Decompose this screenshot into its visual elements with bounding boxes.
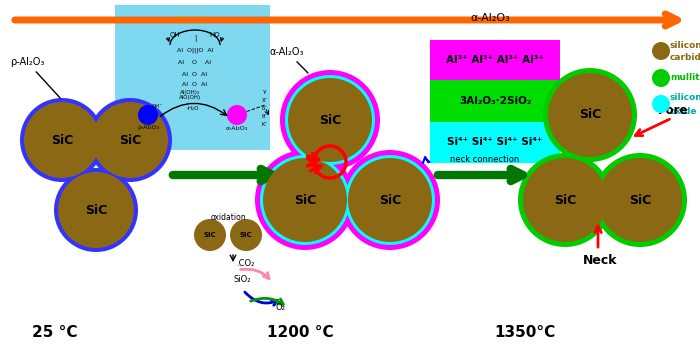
Text: SiC: SiC	[204, 232, 216, 238]
Circle shape	[227, 105, 247, 125]
Text: 3Al₂O₃·2SiO₂: 3Al₂O₃·2SiO₂	[458, 96, 531, 106]
Text: α-Al₂O₃: α-Al₂O₃	[270, 47, 308, 73]
Text: Al  O|||O  Al: Al O|||O Al	[177, 47, 214, 53]
Text: SiC: SiC	[239, 232, 252, 238]
Circle shape	[92, 102, 168, 178]
Text: θ⁻: θ⁻	[262, 114, 268, 119]
Text: HO: HO	[210, 32, 220, 38]
Text: Al  O  Al: Al O Al	[183, 71, 207, 77]
FancyBboxPatch shape	[430, 122, 560, 163]
Text: α-Al₂O₃: α-Al₂O₃	[470, 13, 510, 23]
Text: SiC: SiC	[85, 203, 107, 217]
Circle shape	[88, 98, 172, 182]
Circle shape	[260, 155, 350, 245]
Circle shape	[280, 70, 380, 170]
Text: SiC: SiC	[119, 133, 141, 147]
FancyBboxPatch shape	[430, 40, 560, 80]
Circle shape	[593, 153, 687, 247]
Circle shape	[285, 75, 375, 165]
Text: ρ-Al₂O₃: ρ-Al₂O₃	[137, 126, 159, 131]
Circle shape	[58, 172, 134, 248]
Text: ρ-Al₂O₃: ρ-Al₂O₃	[10, 57, 60, 98]
Text: oxidation: oxidation	[210, 214, 246, 223]
Circle shape	[518, 153, 612, 247]
Text: Al³⁺ Al³⁺ Al³⁺ Al³⁺: Al³⁺ Al³⁺ Al³⁺ Al³⁺	[446, 55, 544, 65]
Text: Y-: Y-	[262, 91, 267, 96]
Text: silicon: silicon	[670, 41, 700, 49]
Text: carbide: carbide	[670, 54, 700, 63]
Circle shape	[24, 102, 100, 178]
Text: OH: OH	[169, 32, 181, 38]
Text: OH⁻: OH⁻	[152, 105, 163, 110]
Circle shape	[543, 68, 637, 162]
Circle shape	[652, 69, 670, 87]
Text: SiC: SiC	[629, 194, 651, 206]
Circle shape	[598, 158, 682, 242]
Circle shape	[652, 95, 670, 113]
Circle shape	[230, 219, 262, 251]
Text: Al    O    Al: Al O Al	[178, 60, 211, 64]
Text: 25 °C: 25 °C	[32, 325, 78, 340]
Text: Si⁴⁺ Si⁴⁺ Si⁴⁺ Si⁴⁺: Si⁴⁺ Si⁴⁺ Si⁴⁺ Si⁴⁺	[447, 137, 542, 147]
Text: α-Al₂O₃: α-Al₂O₃	[226, 126, 248, 131]
Circle shape	[345, 155, 435, 245]
Circle shape	[54, 168, 138, 252]
Circle shape	[652, 42, 670, 60]
Text: SiC: SiC	[319, 113, 341, 126]
Text: Al(OH)₃
AlO(OH): Al(OH)₃ AlO(OH)	[179, 90, 201, 100]
Text: .CO₂: .CO₂	[236, 259, 254, 267]
Text: SiC: SiC	[554, 194, 576, 206]
Text: Al  O  Al: Al O Al	[183, 83, 207, 88]
Circle shape	[263, 158, 347, 242]
Circle shape	[523, 158, 607, 242]
Text: Pore: Pore	[657, 104, 688, 117]
Text: SiC: SiC	[579, 108, 601, 121]
FancyBboxPatch shape	[430, 80, 560, 122]
Circle shape	[340, 150, 440, 250]
Text: mullite: mullite	[670, 74, 700, 83]
Circle shape	[20, 98, 104, 182]
Text: δ⁻: δ⁻	[262, 106, 268, 112]
Circle shape	[288, 78, 372, 162]
Text: SiO₂: SiO₂	[233, 275, 251, 285]
Circle shape	[548, 73, 632, 157]
Text: |: |	[194, 35, 196, 42]
Text: K⁻: K⁻	[262, 122, 268, 127]
Text: SiC: SiC	[51, 133, 73, 147]
Text: X⁻: X⁻	[262, 98, 269, 104]
Text: silicon: silicon	[670, 93, 700, 103]
Text: SiC: SiC	[294, 194, 316, 206]
Text: 1200 °C: 1200 °C	[267, 325, 333, 340]
Text: Neck: Neck	[582, 253, 617, 266]
Circle shape	[255, 150, 355, 250]
Text: O₂: O₂	[276, 303, 286, 313]
Text: oxide: oxide	[670, 106, 697, 116]
Text: neck connection: neck connection	[450, 155, 519, 164]
Text: SiC: SiC	[379, 194, 401, 206]
Circle shape	[348, 158, 432, 242]
Circle shape	[138, 105, 158, 125]
Text: 1350°C: 1350°C	[494, 325, 556, 340]
FancyBboxPatch shape	[115, 5, 270, 150]
Circle shape	[194, 219, 226, 251]
Text: -H₂O: -H₂O	[187, 105, 199, 111]
